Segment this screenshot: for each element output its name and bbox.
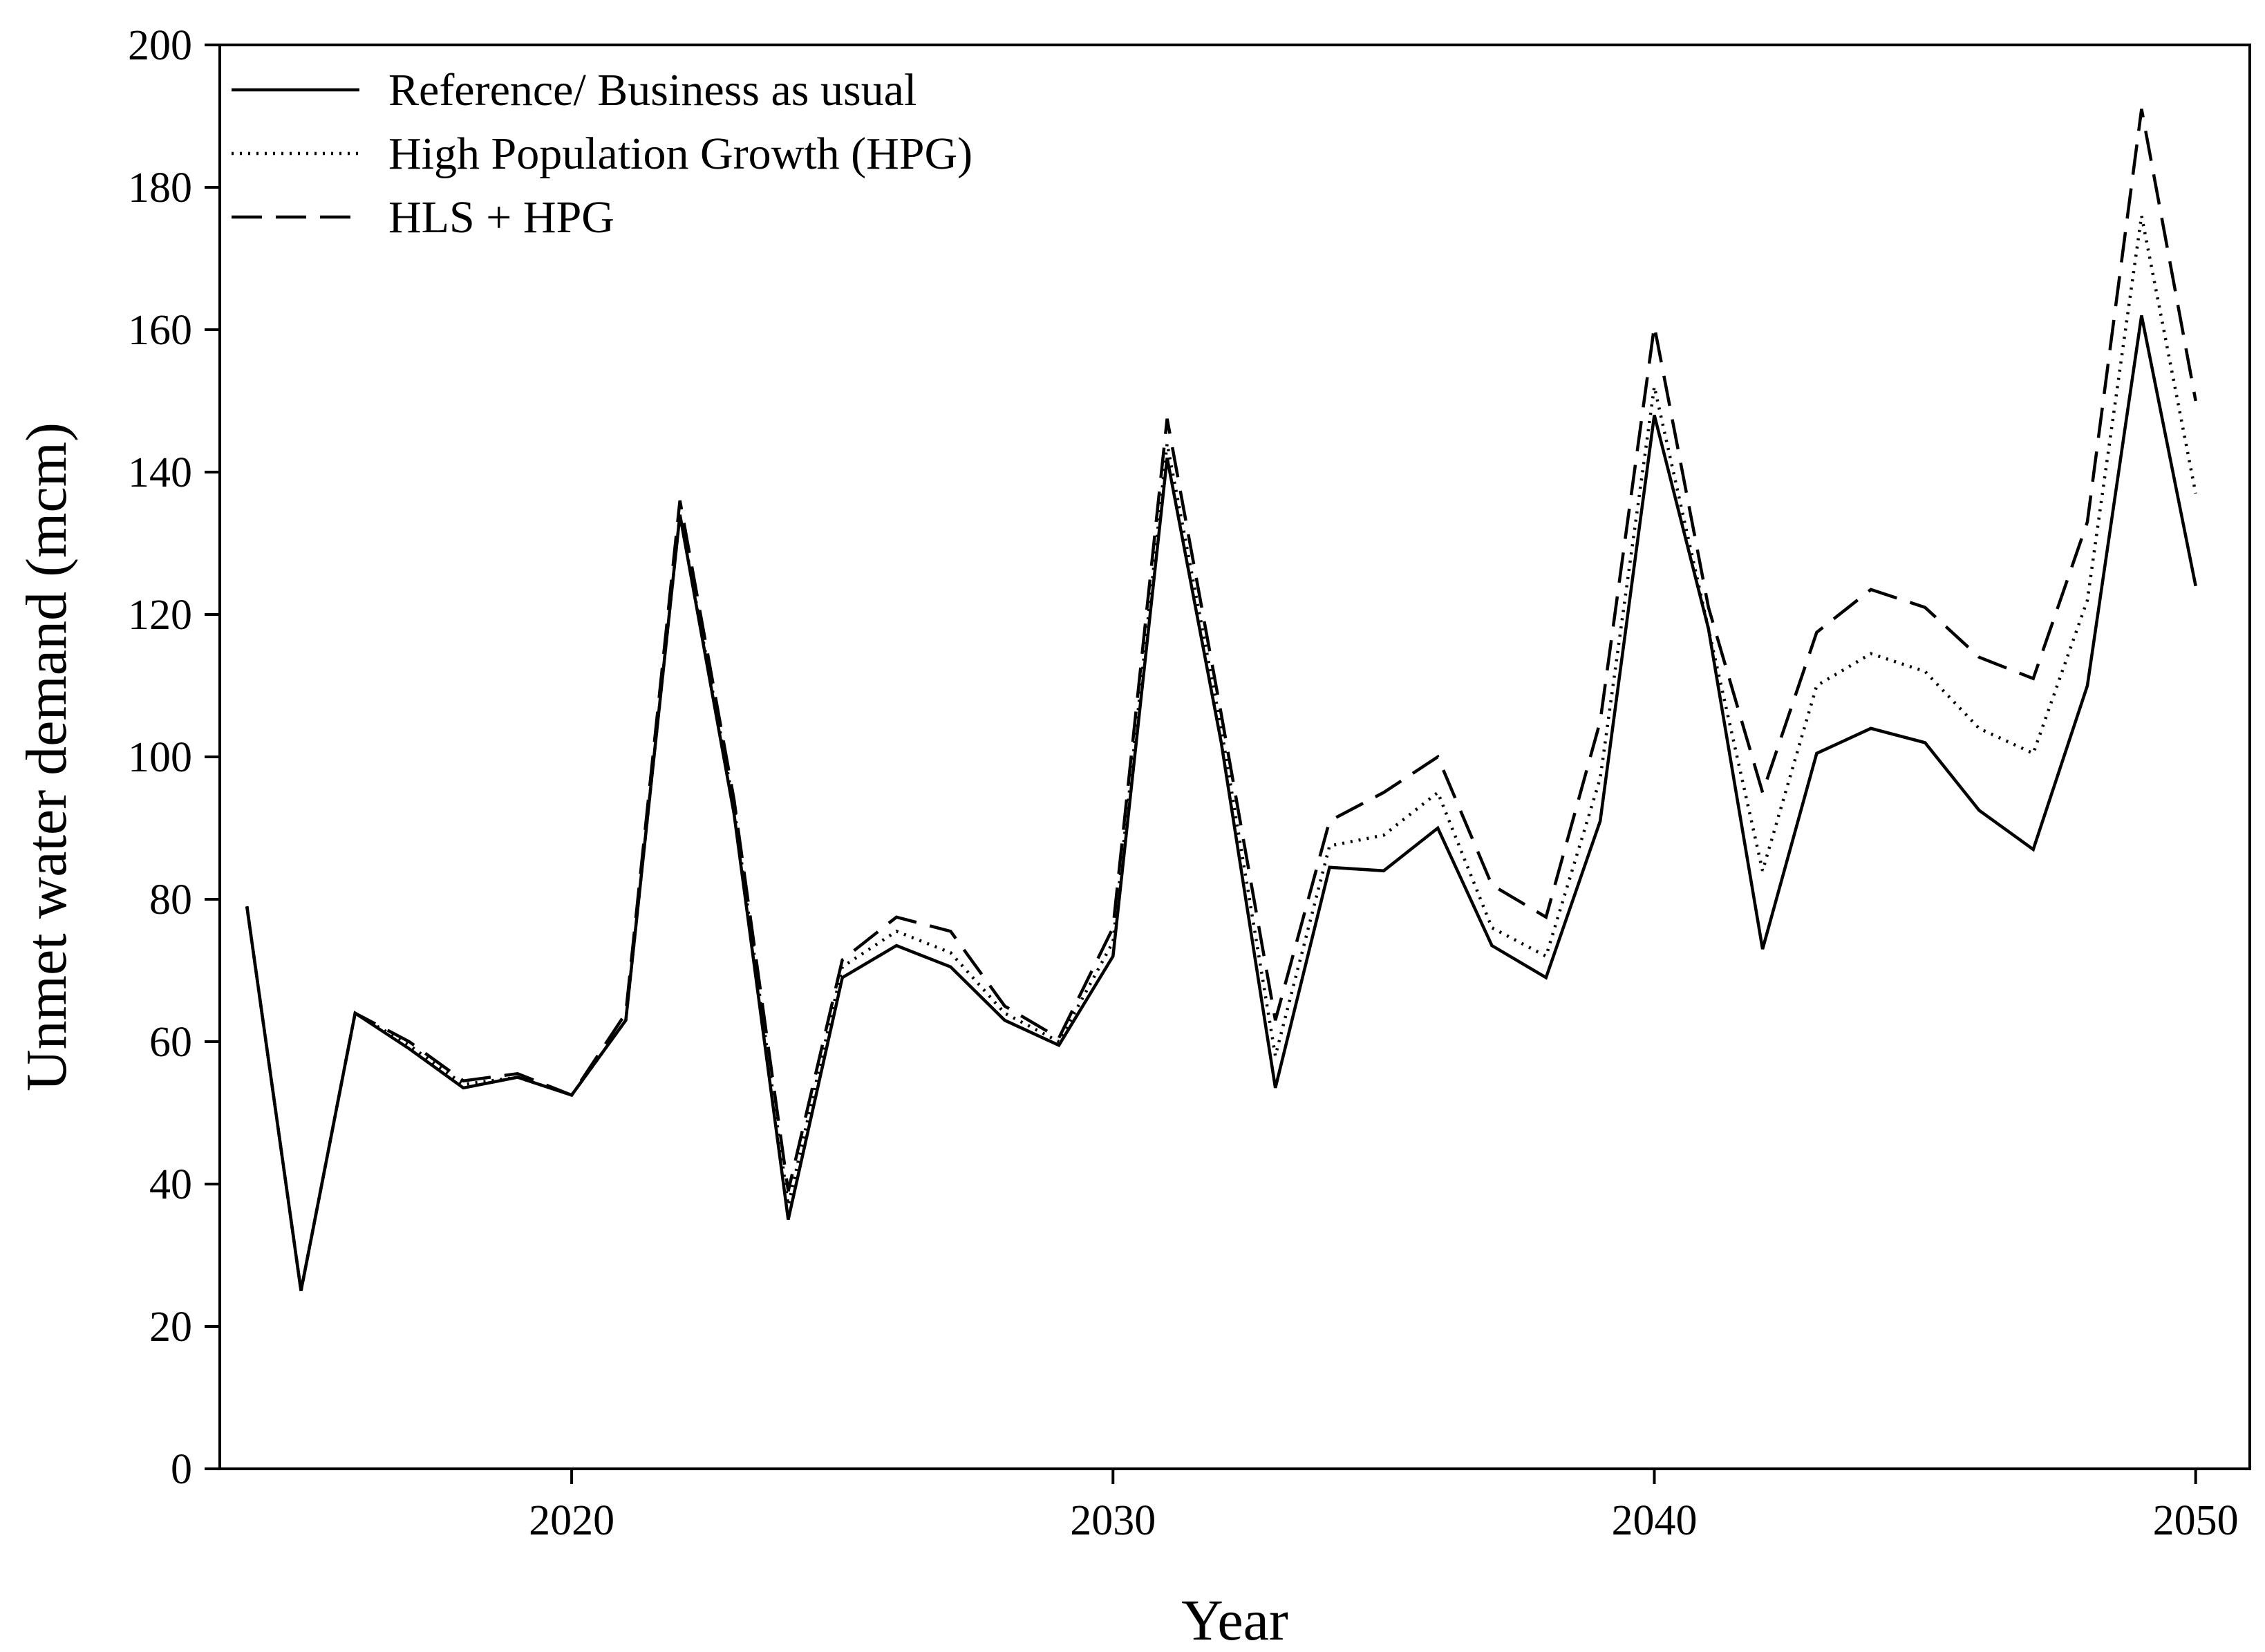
y-tick-label: 20 xyxy=(149,1304,192,1351)
y-tick-label: 100 xyxy=(128,734,192,781)
x-axis-ticks: 2020 2030 2040 2050 xyxy=(529,1469,2239,1544)
plot-area-border xyxy=(218,44,2251,1470)
y-axis-ticks: 0 20 40 60 80 100 120 140 160 180 200 xyxy=(128,22,220,1493)
y-tick-label: 140 xyxy=(128,449,192,496)
series-line-solid xyxy=(245,315,2197,1291)
y-tick-label: 60 xyxy=(149,1019,192,1066)
legend-label: Reference/ Business as usual xyxy=(388,65,917,115)
x-axis-title: Year xyxy=(1181,1588,1288,1652)
x-tick-label: 2020 xyxy=(529,1497,614,1544)
x-tick-label: 2050 xyxy=(2153,1497,2239,1544)
series-lines xyxy=(245,109,2197,1291)
y-tick-label: 160 xyxy=(128,307,192,354)
y-tick-label: 180 xyxy=(128,165,192,212)
x-tick-label: 2030 xyxy=(1070,1497,1156,1544)
series-line-dashed xyxy=(245,109,2197,1291)
legend-label: High Population Growth (HPG) xyxy=(388,129,972,179)
legend: Reference/ Business as usual High Populat… xyxy=(232,65,972,243)
y-tick-label: 80 xyxy=(149,876,192,923)
y-tick-label: 0 xyxy=(171,1446,192,1493)
x-tick-label: 2040 xyxy=(1611,1497,1697,1544)
y-tick-label: 200 xyxy=(128,22,192,69)
plot-frame xyxy=(218,44,2251,1470)
y-axis-title: Unmet water demand (mcm) xyxy=(15,422,79,1091)
y-tick-label: 40 xyxy=(149,1161,192,1208)
legend-label: HLS + HPG xyxy=(388,192,614,243)
series-line-dotted xyxy=(245,215,2197,1291)
y-tick-label: 120 xyxy=(128,592,192,639)
